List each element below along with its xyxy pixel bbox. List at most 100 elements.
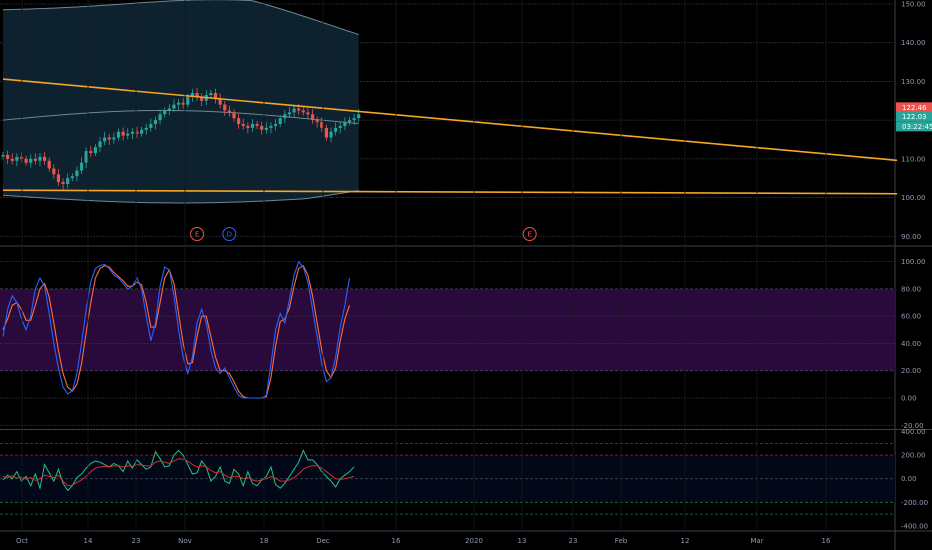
candle-body — [334, 127, 338, 132]
candle-body — [93, 147, 97, 154]
candle-body — [190, 93, 195, 97]
candle-body — [116, 131, 121, 138]
candle — [334, 122, 338, 136]
candle — [130, 128, 134, 140]
candle — [200, 93, 204, 107]
candle — [246, 122, 250, 134]
candle — [10, 153, 14, 165]
candle-body — [278, 118, 282, 124]
candle-body — [6, 154, 10, 159]
candle — [42, 152, 47, 166]
candle — [52, 164, 56, 180]
candle-body — [47, 160, 51, 169]
candle-body — [163, 110, 167, 115]
price-tick-label: 130.00 — [901, 78, 926, 86]
candle-body — [38, 156, 42, 161]
candle — [324, 124, 328, 141]
time-tick-label: 13 — [518, 537, 527, 545]
support-trendline — [2, 189, 898, 195]
price-tick-label: 110.00 — [901, 155, 926, 163]
candle — [223, 100, 227, 116]
candle — [306, 108, 310, 120]
dividend-marker-icon — [222, 227, 237, 241]
mid-price-badge — [896, 111, 932, 122]
candle — [343, 117, 347, 131]
candle — [103, 132, 107, 146]
stochastic-tick-label: 20.00 — [901, 367, 921, 375]
countdown-badge — [896, 121, 932, 132]
candle — [213, 88, 218, 104]
last-price-badge — [896, 102, 932, 113]
candle — [70, 173, 74, 182]
candle — [190, 88, 195, 102]
candle — [1, 151, 5, 160]
candle-body — [320, 122, 324, 128]
stochastic-tick-label: 80.00 — [901, 285, 921, 293]
cci-tick-label: -400.00 — [901, 522, 928, 530]
candle-body — [232, 112, 236, 119]
candle-body — [209, 93, 213, 95]
candle-body — [130, 131, 134, 134]
candle-body — [158, 114, 162, 121]
candle-body — [126, 133, 130, 136]
event-marker-label: E — [527, 231, 531, 239]
price-tick-label: 100.00 — [901, 194, 926, 202]
time-tick-label: 23 — [569, 537, 578, 545]
candle — [89, 146, 93, 158]
candle — [121, 127, 125, 141]
candle-body — [56, 174, 61, 183]
candle-body — [273, 124, 278, 126]
candle-body — [24, 158, 28, 163]
candle-body — [61, 182, 65, 184]
candle — [264, 122, 268, 134]
candle — [232, 109, 236, 122]
stochastic-tick-label: 0.00 — [901, 395, 917, 403]
candle-body — [66, 178, 70, 184]
candle — [112, 132, 116, 144]
candle-body — [306, 112, 310, 115]
candle — [84, 147, 88, 169]
candle-body — [153, 120, 158, 124]
candle-body — [172, 104, 176, 109]
candle-body — [269, 125, 273, 128]
bollinger-band-fill — [3, 0, 359, 203]
candle-body — [167, 108, 171, 111]
candle-body — [75, 170, 79, 177]
stochastic-tick-label: -20.00 — [901, 422, 924, 430]
candle — [209, 89, 213, 99]
candle-body — [200, 96, 204, 101]
candle — [149, 118, 153, 132]
price-tick-label: 90.00 — [901, 233, 921, 241]
candle — [29, 154, 33, 168]
candle — [153, 116, 158, 130]
event-marker-label: E — [195, 231, 199, 239]
candle — [144, 123, 148, 135]
cci-tick-label: 400.00 — [901, 428, 926, 436]
candle-body — [42, 156, 47, 161]
candle-body — [79, 162, 84, 171]
candle-body — [176, 102, 181, 105]
candle-body — [343, 122, 347, 126]
candle — [135, 126, 139, 138]
candle-body — [84, 151, 88, 163]
stochastic-band-fill — [0, 288, 895, 371]
candle — [310, 108, 315, 124]
earnings-marker-icon — [522, 227, 537, 241]
descending-trendline — [2, 78, 898, 162]
candle-body — [19, 156, 24, 159]
candle-body — [357, 114, 361, 119]
candle-body — [1, 154, 5, 157]
time-tick-label: 14 — [84, 537, 93, 545]
candle-body — [246, 125, 250, 128]
candle — [47, 157, 51, 172]
candle — [33, 153, 37, 165]
candle — [140, 126, 144, 137]
candle — [292, 104, 296, 118]
candle-body — [52, 168, 56, 175]
candle — [107, 133, 111, 145]
candle-body — [218, 98, 222, 105]
candle — [278, 115, 282, 128]
time-tick-label: Nov — [178, 537, 192, 545]
candle — [181, 97, 185, 109]
